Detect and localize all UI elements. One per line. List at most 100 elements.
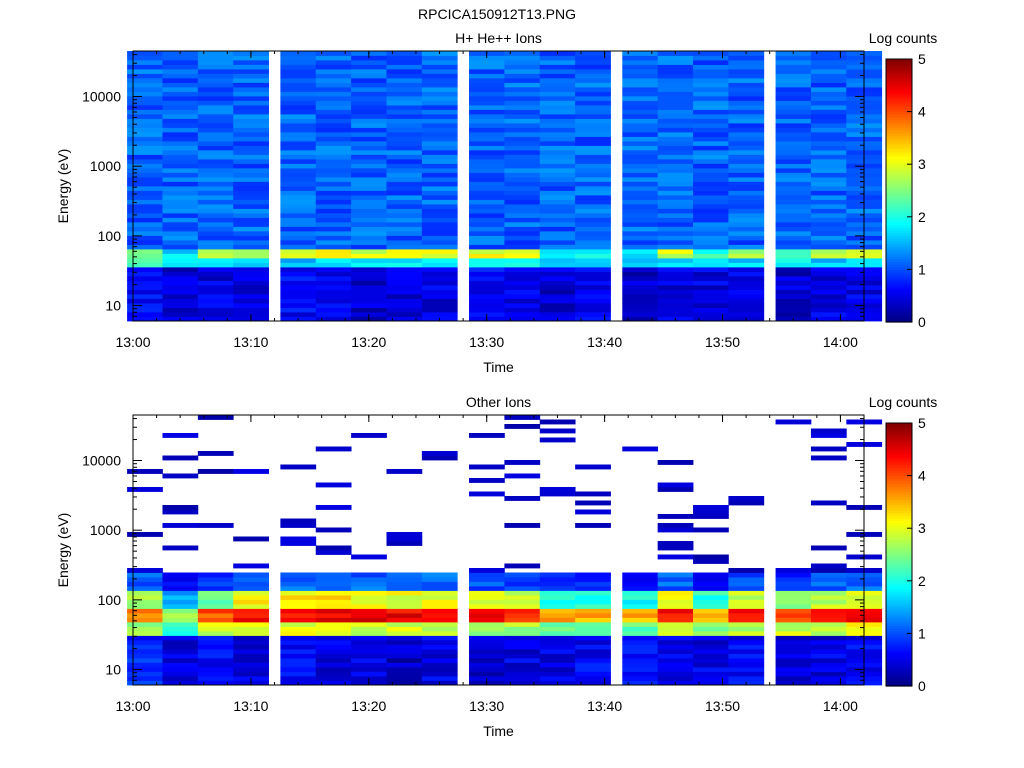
heatmap-cell: [657, 208, 694, 214]
heatmap-cell: [351, 644, 387, 650]
heatmap-cell: [810, 69, 847, 74]
heatmap-cell: [657, 622, 694, 627]
heatmap-cell: [775, 186, 812, 191]
colorbar-step: [886, 607, 912, 611]
heatmap-cell: [351, 118, 387, 124]
heatmap-cell: [504, 240, 541, 245]
heatmap-cell: [421, 96, 458, 101]
heatmap-cell: [127, 109, 163, 115]
heatmap-cell: [351, 172, 387, 178]
heatmap-cell: [504, 289, 541, 295]
heatmap-cell: [575, 235, 611, 241]
heatmap-cell: [775, 595, 812, 600]
heatmap-cell: [421, 649, 458, 654]
heatmap-cell: [539, 644, 576, 650]
heatmap-cell: [233, 635, 269, 641]
colorbar-step: [886, 617, 912, 621]
colorbar-step: [886, 98, 912, 102]
heatmap-cell: [127, 177, 163, 182]
heatmap-cell: [386, 244, 423, 250]
heatmap-cell: [504, 82, 541, 88]
heatmap-cell: [197, 680, 234, 686]
heatmap-cell: [469, 613, 505, 618]
colorbar-step: [886, 266, 912, 270]
heatmap-cell: [504, 195, 541, 200]
heatmap-cell: [539, 604, 576, 609]
colorbar-step: [886, 185, 912, 189]
heatmap-cell: [504, 127, 541, 133]
heatmap-cell: [657, 644, 694, 650]
colorbar-step: [886, 272, 912, 276]
heatmap-cell: [575, 658, 611, 663]
heatmap-cell: [622, 240, 659, 245]
heatmap-cell: [810, 204, 847, 209]
heatmap-cell: [351, 590, 387, 596]
heatmap-cell: [162, 613, 199, 618]
heatmap-cell: [728, 235, 765, 241]
heatmap-cell: [386, 280, 423, 286]
y-tick-label: 100: [98, 592, 122, 608]
heatmap-cell: [504, 150, 541, 155]
heatmap-cell: [386, 204, 423, 209]
heatmap-cell: [810, 222, 847, 227]
heatmap-cell: [575, 289, 611, 295]
heatmap-cell: [280, 303, 317, 308]
heatmap-cell: [315, 64, 352, 70]
heatmap-cell: [351, 96, 387, 101]
colorbar-step: [886, 222, 912, 226]
heatmap-cell: [315, 635, 352, 641]
heatmap-cell: [539, 127, 576, 133]
heatmap-cell: [127, 172, 163, 178]
heatmap-cell: [233, 168, 269, 173]
heatmap-cell: [351, 190, 387, 196]
heatmap-cell: [539, 487, 576, 492]
heatmap-cell: [693, 312, 729, 317]
heatmap-cell: [575, 276, 611, 281]
heatmap-cell: [539, 307, 576, 313]
heatmap-cell: [575, 253, 611, 259]
heatmap-cell: [657, 82, 694, 88]
heatmap-cell: [539, 199, 576, 205]
colorbar-step: [886, 232, 912, 236]
heatmap-cell: [315, 590, 352, 596]
heatmap-cell: [197, 249, 234, 254]
colorbar-step: [886, 643, 912, 648]
heatmap-cell: [127, 622, 163, 627]
heatmap-cell: [810, 186, 847, 191]
heatmap-cell: [469, 132, 505, 137]
heatmap-cell: [810, 280, 847, 286]
colorbar-step: [886, 90, 912, 94]
heatmap-cell: [504, 316, 541, 322]
heatmap-cell: [575, 577, 611, 582]
heatmap-cell: [539, 118, 576, 124]
heatmap-cell: [162, 231, 199, 236]
colorbar-tick-label: 3: [918, 520, 926, 536]
heatmap-cell: [197, 96, 234, 101]
heatmap-cell: [504, 658, 541, 663]
heatmap-cell: [351, 64, 387, 70]
heatmap-cell: [280, 667, 317, 672]
heatmap-cell: [539, 294, 576, 299]
heatmap-cell: [728, 177, 765, 182]
heatmap-cell: [469, 204, 505, 209]
heatmap-cell: [622, 181, 659, 187]
heatmap-cell: [315, 199, 352, 205]
heatmap-cell: [315, 96, 352, 101]
heatmap-cell: [386, 599, 423, 605]
heatmap-cell: [197, 100, 234, 106]
heatmap-cell: [280, 541, 317, 546]
heatmap-cell: [622, 617, 659, 623]
heatmap-cell: [775, 87, 812, 92]
colorbar-step: [886, 80, 912, 84]
heatmap-cell: [622, 208, 659, 214]
heatmap-cell: [233, 163, 269, 169]
heatmap-cell: [728, 154, 765, 160]
heatmap-cell: [622, 658, 659, 663]
colorbar-step: [886, 258, 912, 263]
heatmap-cell: [421, 226, 458, 232]
heatmap-cell: [315, 622, 352, 627]
heatmap-cell: [351, 626, 387, 632]
heatmap-cell: [162, 258, 199, 263]
heatmap-cell: [622, 60, 659, 65]
heatmap-cell: [504, 73, 541, 79]
